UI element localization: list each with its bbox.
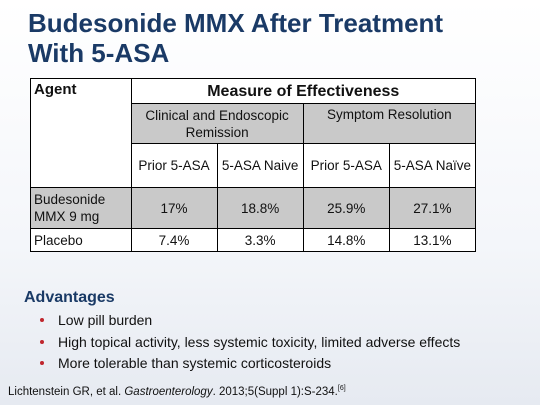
- table-row: Budesonide MMX 9 mg 17% 18.8% 25.9% 27.1…: [30, 187, 477, 229]
- title-line: Budesonide MMX After Treatment: [28, 8, 444, 38]
- advantage-item: More tolerable than systemic corticoster…: [40, 353, 460, 375]
- advantage-text: More tolerable than systemic corticoster…: [58, 355, 332, 371]
- advantages-heading: Advantages: [24, 289, 115, 306]
- table-row: Placebo 7.4% 3.3% 14.8% 13.1%: [30, 228, 477, 252]
- title: Budesonide MMX After Treatment With 5-AS…: [28, 8, 443, 68]
- agent-cell: Budesonide MMX 9 mg: [30, 187, 132, 229]
- table-row: Clinical and Endoscopic Remission Sympto…: [31, 103, 477, 144]
- bullet: [40, 318, 44, 323]
- ref-authors: Lichtenstein GR, et al.: [8, 385, 122, 398]
- subgroup-cell: Prior 5-ASA: [302, 143, 390, 188]
- header-cell: Agent: [30, 78, 132, 188]
- table-row: Prior 5-ASA 5-ASA Naive Prior 5-ASA 5-AS…: [31, 143, 477, 188]
- advantage-text: Low pill burden: [58, 312, 153, 328]
- subgroup-cell: 5-ASA Naive: [216, 143, 304, 188]
- ref-details: . 2013;5(Suppl 1):S-234.: [212, 385, 338, 398]
- advantage-item: Low pill burden: [40, 310, 460, 332]
- ref-journal: Gastroenterology: [124, 385, 213, 398]
- agent-cell: Placebo: [30, 228, 132, 252]
- value-cell: 27.1%: [388, 187, 477, 229]
- advantage-text: High topical activity, less systemic tox…: [58, 333, 461, 350]
- effectiveness-table: Agent Measure of Effectiveness Clinical …: [30, 78, 477, 252]
- table-row: Agent Measure of Effectiveness: [30, 78, 477, 188]
- bullet: [40, 361, 44, 366]
- reference: Lichtenstein GR, et al. Gastroenterology…: [8, 385, 346, 398]
- group-cell: Symptom Resolution: [302, 103, 477, 144]
- subgroup-cell: Prior 5-ASA: [130, 143, 218, 188]
- value-cell: 14.8%: [302, 228, 390, 252]
- value-cell: 25.9%: [302, 187, 390, 229]
- ref-number: [6]: [337, 385, 346, 392]
- bullet: [40, 339, 44, 344]
- value-cell: 18.8%: [216, 187, 304, 229]
- header-cell: Measure of Effectiveness: [130, 78, 477, 104]
- advantages-list: Low pill burden High topical activity, l…: [40, 310, 460, 375]
- group-cell: Clinical and Endoscopic Remission: [130, 103, 304, 144]
- value-cell: 13.1%: [388, 228, 477, 252]
- value-cell: 7.4%: [130, 228, 218, 252]
- advantage-item: High topical activity, less systemic tox…: [40, 332, 460, 354]
- subgroup-cell: 5-ASA Naïve: [388, 143, 477, 188]
- value-cell: 17%: [130, 187, 218, 229]
- title-line: With 5-ASA: [28, 38, 170, 68]
- value-cell: 3.3%: [216, 228, 304, 252]
